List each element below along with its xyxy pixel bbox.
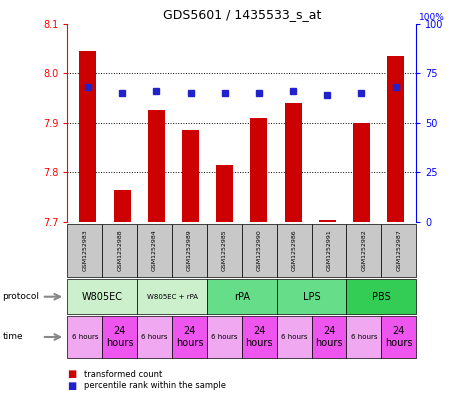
Text: GSM1252987: GSM1252987 bbox=[396, 230, 401, 272]
Text: 6 hours: 6 hours bbox=[281, 334, 307, 340]
Bar bbox=[80, 51, 97, 222]
Text: LPS: LPS bbox=[303, 292, 320, 302]
Title: GDS5601 / 1435533_s_at: GDS5601 / 1435533_s_at bbox=[163, 8, 321, 21]
Text: PBS: PBS bbox=[372, 292, 391, 302]
Text: time: time bbox=[2, 332, 23, 342]
Text: 24
hours: 24 hours bbox=[315, 326, 343, 348]
Text: GSM1252983: GSM1252983 bbox=[82, 230, 87, 272]
Text: GSM1252984: GSM1252984 bbox=[152, 230, 157, 272]
Text: GSM1252982: GSM1252982 bbox=[361, 230, 366, 272]
Bar bbox=[353, 123, 370, 222]
Text: GSM1252990: GSM1252990 bbox=[257, 230, 262, 272]
Text: rPA: rPA bbox=[234, 292, 250, 302]
Bar bbox=[387, 56, 404, 222]
Text: 6 hours: 6 hours bbox=[211, 334, 238, 340]
Text: GSM1252989: GSM1252989 bbox=[187, 230, 192, 272]
Text: ■: ■ bbox=[67, 369, 77, 379]
Bar bbox=[250, 118, 267, 222]
Text: ■: ■ bbox=[67, 381, 77, 391]
Text: 6 hours: 6 hours bbox=[141, 334, 168, 340]
Text: W805EC + rPA: W805EC + rPA bbox=[146, 294, 198, 300]
Bar bbox=[182, 130, 199, 222]
Text: GSM1252985: GSM1252985 bbox=[222, 230, 227, 271]
Text: W805EC: W805EC bbox=[82, 292, 123, 302]
Text: GSM1252991: GSM1252991 bbox=[326, 230, 332, 272]
Text: percentile rank within the sample: percentile rank within the sample bbox=[84, 382, 226, 390]
Text: protocol: protocol bbox=[2, 292, 40, 301]
Bar bbox=[113, 190, 131, 222]
Bar bbox=[285, 103, 302, 222]
Bar bbox=[216, 165, 233, 222]
Bar bbox=[319, 220, 336, 222]
Text: 24
hours: 24 hours bbox=[385, 326, 412, 348]
Text: 24
hours: 24 hours bbox=[246, 326, 273, 348]
Text: 24
hours: 24 hours bbox=[106, 326, 133, 348]
Text: 6 hours: 6 hours bbox=[72, 334, 98, 340]
Text: GSM1252986: GSM1252986 bbox=[292, 230, 297, 271]
Text: GSM1252988: GSM1252988 bbox=[117, 230, 122, 271]
Text: 100%: 100% bbox=[418, 13, 445, 22]
Text: 6 hours: 6 hours bbox=[351, 334, 377, 340]
Bar bbox=[148, 110, 165, 222]
Text: 24
hours: 24 hours bbox=[176, 326, 203, 348]
Text: transformed count: transformed count bbox=[84, 370, 162, 378]
